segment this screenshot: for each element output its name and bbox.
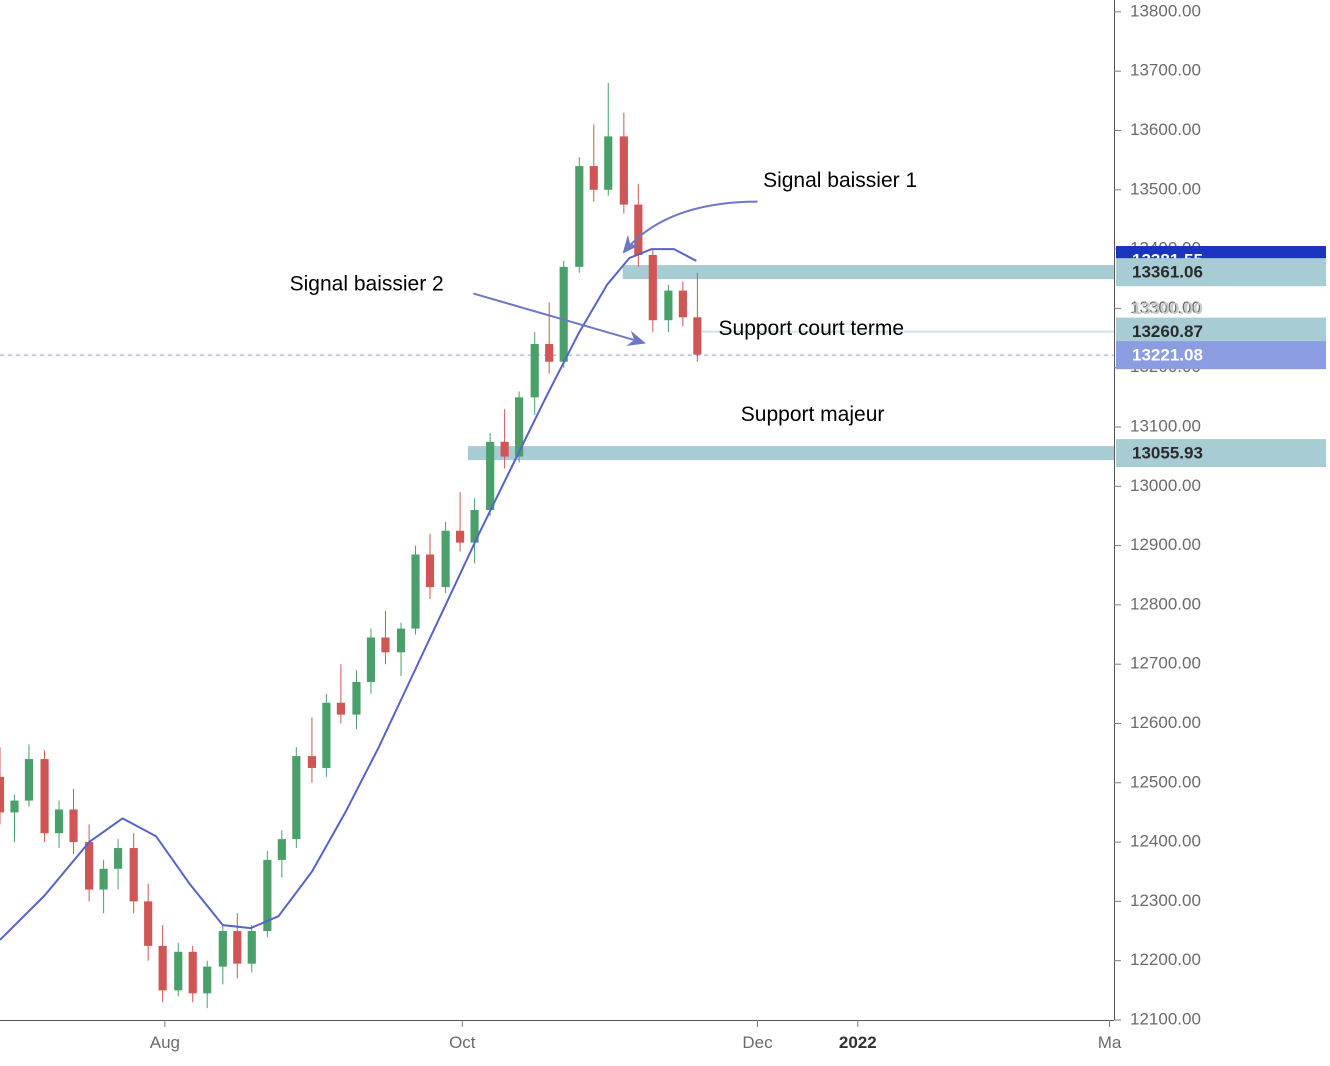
candle-body	[426, 554, 434, 587]
candle-body	[486, 442, 494, 510]
candle-body	[679, 291, 687, 318]
candle-body	[634, 205, 642, 255]
candle-body	[442, 531, 450, 587]
price-badge-label: 13300.00	[1132, 299, 1203, 318]
y-tick-label: 13100.00	[1130, 416, 1201, 435]
candle-body	[367, 638, 375, 682]
candle-body	[189, 952, 197, 994]
chart-annotation: Support court terme	[719, 317, 905, 340]
candle-body	[114, 848, 122, 869]
candle-body	[69, 809, 77, 842]
candle-body	[604, 136, 612, 189]
price-badge-label: 13260.87	[1132, 322, 1203, 341]
candle-body	[620, 136, 628, 204]
y-tick-label: 12500.00	[1130, 772, 1201, 791]
candle-body	[278, 839, 286, 860]
annotation-arrow	[473, 294, 643, 343]
candle-body	[233, 931, 241, 964]
y-tick-label: 12600.00	[1130, 713, 1201, 732]
annotation-arrow	[624, 202, 758, 252]
candle-body	[292, 756, 300, 839]
price-badge-label: 13361.06	[1132, 263, 1203, 282]
candle-body	[0, 777, 4, 813]
candle-body	[85, 842, 93, 889]
candle-body	[590, 166, 598, 190]
candlestick-chart[interactable]: 12100.00 12200.00 12300.00 12400.00 12500.00…	[0, 0, 1330, 1066]
candle-body	[560, 267, 568, 362]
candle-body	[159, 946, 167, 990]
candle-body	[130, 848, 138, 901]
y-tick-label: 13000.00	[1130, 476, 1201, 495]
candle-body	[531, 344, 539, 397]
candle-body	[55, 809, 63, 833]
candle-body	[40, 759, 48, 833]
y-tick-label: 13700.00	[1130, 61, 1201, 80]
candle-body	[352, 682, 360, 715]
y-tick-label: 13800.00	[1130, 1, 1201, 20]
chart-annotation: Signal baissier 1	[763, 169, 917, 192]
x-tick-label: Dec	[742, 1033, 773, 1052]
x-tick-label: Aug	[150, 1033, 180, 1052]
x-tick-label: Oct	[449, 1033, 476, 1052]
y-tick-label: 12700.00	[1130, 654, 1201, 673]
candle-body	[411, 554, 419, 628]
y-tick-label: 12400.00	[1130, 832, 1201, 851]
candle-body	[219, 931, 227, 967]
candle-body	[248, 931, 256, 964]
candle-body	[575, 166, 583, 267]
y-tick-label: 12200.00	[1130, 950, 1201, 969]
price-badge-label: 13221.08	[1132, 346, 1203, 365]
candle-body	[649, 255, 657, 320]
candle-body	[456, 531, 464, 543]
x-tick-label: Ma	[1098, 1033, 1122, 1052]
candle-body	[664, 291, 672, 321]
candle-body	[501, 442, 509, 457]
chart-annotation: Support majeur	[741, 403, 885, 426]
candle-body	[322, 703, 330, 768]
candle-body	[381, 638, 389, 653]
moving-average-line	[0, 249, 696, 940]
y-tick-label: 13600.00	[1130, 120, 1201, 139]
candle-body	[693, 317, 701, 354]
candle-body	[10, 801, 18, 813]
candle-body	[337, 703, 345, 715]
candle-body	[174, 952, 182, 991]
candle-body	[545, 344, 553, 362]
candle-body	[203, 967, 211, 994]
y-tick-label: 13500.00	[1130, 179, 1201, 198]
x-tick-label: 2022	[839, 1033, 877, 1052]
candle-body	[25, 759, 33, 801]
y-tick-label: 12900.00	[1130, 535, 1201, 554]
y-tick-label: 12800.00	[1130, 594, 1201, 613]
y-tick-label: 12300.00	[1130, 891, 1201, 910]
candle-body	[144, 901, 152, 945]
candle-body	[397, 629, 405, 653]
price-badge-label: 13055.93	[1132, 444, 1203, 463]
y-tick-label: 12100.00	[1130, 1009, 1201, 1028]
chart-annotation: Signal baissier 2	[290, 273, 444, 296]
candle-body	[100, 869, 108, 890]
candle-body	[308, 756, 316, 768]
